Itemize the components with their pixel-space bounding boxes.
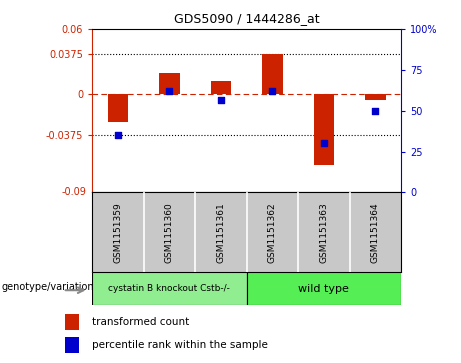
Text: GSM1151360: GSM1151360: [165, 202, 174, 263]
Point: [166, 88, 173, 94]
Title: GDS5090 / 1444286_at: GDS5090 / 1444286_at: [174, 12, 319, 25]
Point: [269, 88, 276, 94]
Bar: [247, 272, 401, 305]
Text: GSM1151364: GSM1151364: [371, 202, 380, 263]
Point: [114, 132, 122, 138]
Text: cystatin B knockout Cstb-/-: cystatin B knockout Cstb-/-: [108, 284, 230, 293]
Bar: [65, 314, 79, 330]
Bar: [313, 94, 334, 165]
Text: transformed count: transformed count: [91, 317, 189, 327]
Bar: [92, 272, 247, 305]
Bar: [365, 94, 385, 100]
Text: GSM1151363: GSM1151363: [319, 202, 328, 263]
Point: [320, 140, 327, 146]
Text: genotype/variation: genotype/variation: [2, 282, 95, 292]
Text: percentile rank within the sample: percentile rank within the sample: [91, 340, 267, 350]
Bar: [211, 81, 231, 94]
Point: [217, 97, 225, 103]
Bar: [65, 337, 79, 353]
Bar: [107, 94, 128, 122]
Text: wild type: wild type: [298, 284, 349, 294]
Text: -0.09: -0.09: [61, 187, 86, 197]
Text: GSM1151361: GSM1151361: [216, 202, 225, 263]
Text: GSM1151362: GSM1151362: [268, 202, 277, 263]
Point: [372, 108, 379, 114]
Bar: [159, 73, 180, 94]
Bar: [262, 54, 283, 94]
Text: GSM1151359: GSM1151359: [113, 202, 123, 263]
